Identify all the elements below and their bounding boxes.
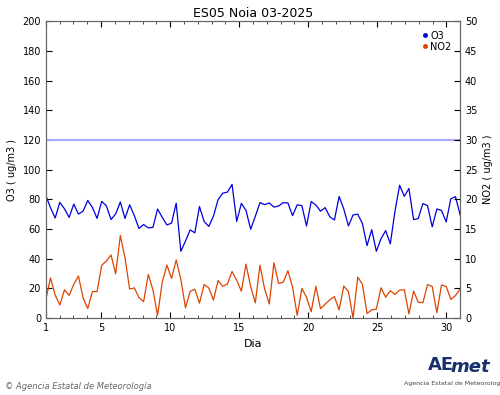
- Y-axis label: NO2 ( ug/m3 ): NO2 ( ug/m3 ): [483, 135, 493, 204]
- Legend: O3, NO2: O3, NO2: [420, 29, 453, 54]
- Text: © Agencia Estatal de Meteorología: © Agencia Estatal de Meteorología: [5, 382, 152, 391]
- Y-axis label: O3 ( ug/m3 ): O3 ( ug/m3 ): [7, 139, 17, 201]
- Text: Agencia Estatal de Meteorología: Agencia Estatal de Meteorología: [404, 380, 500, 386]
- Title: ES05 Noia 03-2025: ES05 Noia 03-2025: [193, 7, 313, 20]
- Text: met: met: [451, 357, 490, 376]
- Text: AE: AE: [428, 356, 454, 374]
- X-axis label: Dia: Dia: [244, 339, 262, 348]
